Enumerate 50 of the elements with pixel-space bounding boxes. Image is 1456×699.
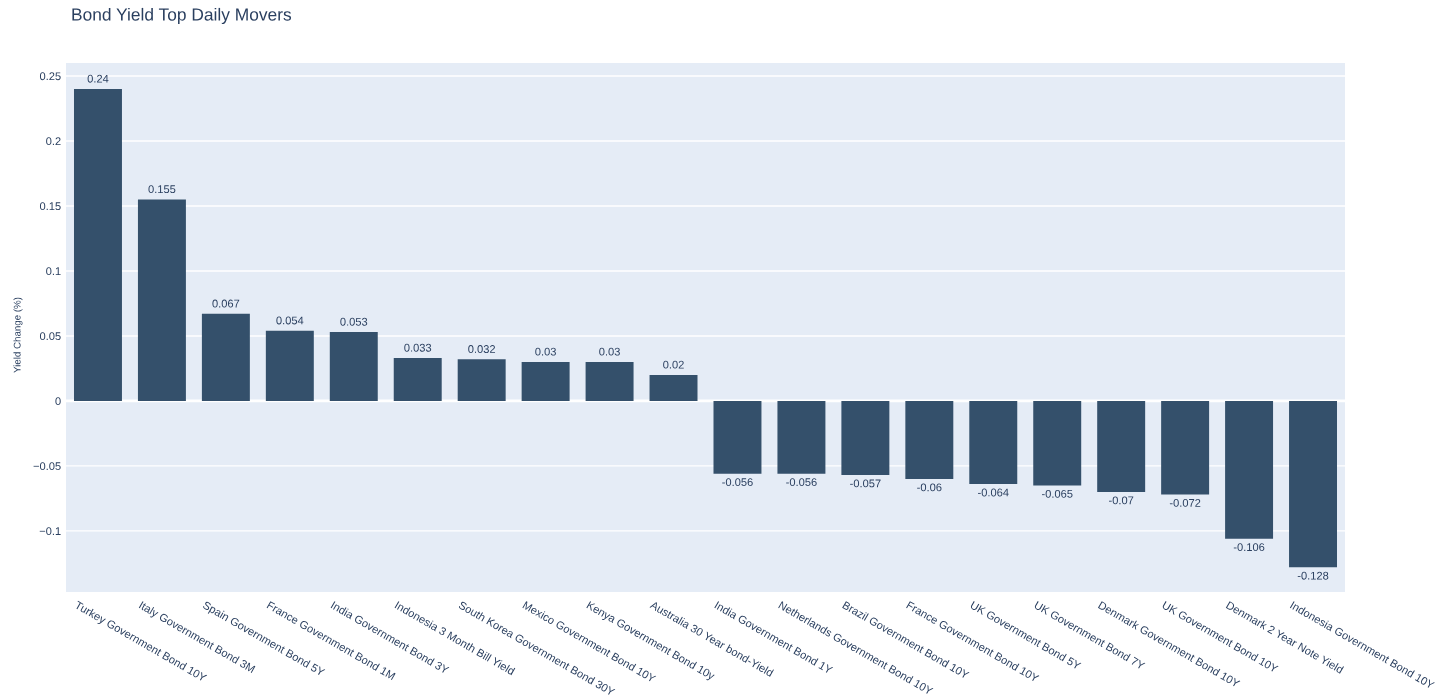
bar bbox=[1289, 400, 1338, 568]
bar bbox=[201, 313, 250, 401]
bar bbox=[1225, 400, 1274, 539]
data-label: -0.056 bbox=[786, 478, 817, 487]
data-label: -0.06 bbox=[917, 483, 942, 492]
y-tick-label: −0.05 bbox=[33, 462, 61, 471]
data-label: -0.072 bbox=[1169, 498, 1201, 507]
y-tick-label: 0.05 bbox=[39, 332, 61, 341]
data-label: 0.03 bbox=[535, 347, 556, 356]
y-tick-label: 0.15 bbox=[39, 202, 61, 211]
data-label: 0.02 bbox=[663, 360, 684, 369]
y-tick-label: 0.1 bbox=[46, 267, 61, 276]
bar bbox=[73, 89, 122, 401]
bar bbox=[521, 361, 570, 401]
data-label: 0.067 bbox=[212, 299, 240, 308]
data-label: -0.056 bbox=[722, 478, 753, 487]
y-tick-label: −0.1 bbox=[39, 527, 61, 536]
chart-title: Bond Yield Top Daily Movers bbox=[72, 7, 292, 25]
y-tick-label: 0.25 bbox=[39, 72, 61, 81]
data-label: 0.24 bbox=[87, 74, 109, 83]
bar bbox=[777, 400, 826, 474]
bar bbox=[1161, 400, 1210, 495]
data-label: 0.03 bbox=[599, 347, 620, 356]
bar bbox=[1033, 400, 1082, 486]
data-label: -0.106 bbox=[1233, 543, 1265, 552]
bar bbox=[969, 400, 1018, 485]
bar bbox=[585, 361, 634, 401]
bar bbox=[457, 359, 506, 401]
bar bbox=[841, 400, 890, 476]
bar bbox=[713, 400, 762, 474]
y-axis-title: Yield Change (%) bbox=[13, 297, 23, 373]
bar bbox=[393, 358, 442, 401]
bar bbox=[1097, 400, 1146, 492]
bar bbox=[905, 400, 954, 479]
data-label: -0.064 bbox=[978, 488, 1009, 497]
bar bbox=[265, 330, 314, 401]
bar bbox=[649, 374, 698, 401]
data-label: -0.057 bbox=[850, 479, 881, 488]
data-label: -0.07 bbox=[1109, 496, 1134, 505]
data-label: -0.065 bbox=[1041, 489, 1073, 498]
y-tick-label: 0.2 bbox=[46, 137, 61, 146]
data-label: 0.033 bbox=[404, 343, 432, 352]
data-label: 0.155 bbox=[148, 185, 176, 194]
data-label: -0.128 bbox=[1297, 571, 1329, 580]
y-tick-label: 0 bbox=[55, 397, 61, 406]
bar bbox=[329, 332, 378, 401]
data-label: 0.054 bbox=[276, 316, 304, 325]
data-label: 0.053 bbox=[340, 317, 368, 326]
data-label: 0.032 bbox=[468, 345, 496, 353]
bar bbox=[137, 199, 186, 401]
